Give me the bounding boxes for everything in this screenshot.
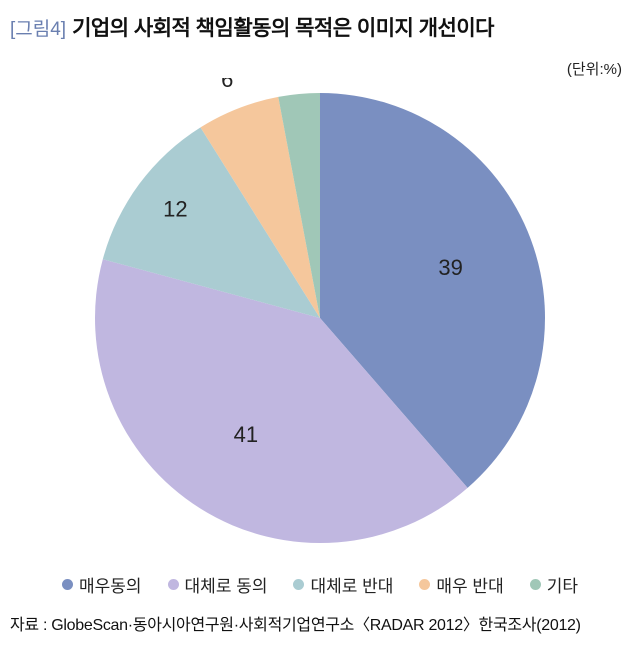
legend-label: 매우 반대 bbox=[436, 572, 503, 597]
legend-swatch bbox=[293, 579, 304, 590]
source-text: 자료 : GlobeScan·동아시아연구원·사회적기업연구소〈RADAR 20… bbox=[0, 597, 640, 635]
legend-swatch bbox=[419, 579, 430, 590]
legend-item: 대체로 동의 bbox=[168, 572, 268, 597]
legend-label: 대체로 반대 bbox=[310, 572, 393, 597]
legend-item: 기타 bbox=[530, 572, 578, 597]
figure-title: 기업의 사회적 책임활동의 목적은 이미지 개선이다 bbox=[72, 12, 494, 42]
legend-item: 대체로 반대 bbox=[293, 572, 393, 597]
pie-slice-value: 39 bbox=[438, 255, 462, 280]
legend-swatch bbox=[168, 579, 179, 590]
legend-label: 대체로 동의 bbox=[185, 572, 268, 597]
legend-label: 기타 bbox=[547, 572, 578, 597]
pie-slice-value: 41 bbox=[234, 422, 258, 447]
title-row: [그림4] 기업의 사회적 책임활동의 목적은 이미지 개선이다 bbox=[0, 0, 640, 46]
legend-swatch bbox=[62, 579, 73, 590]
figure-tag: [그림4] bbox=[10, 14, 66, 41]
pie-chart-container: 39411263 bbox=[0, 78, 640, 558]
legend-label: 매우동의 bbox=[79, 572, 142, 597]
pie-slice-value: 12 bbox=[163, 197, 187, 222]
unit-label: (단위:%) bbox=[567, 58, 622, 79]
legend-item: 매우 반대 bbox=[419, 572, 503, 597]
legend-item: 매우동의 bbox=[62, 572, 142, 597]
legend-swatch bbox=[530, 579, 541, 590]
legend: 매우동의 대체로 동의 대체로 반대 매우 반대 기타 bbox=[0, 572, 640, 597]
pie-slice-value: 6 bbox=[221, 78, 233, 92]
pie-chart: 39411263 bbox=[0, 78, 640, 558]
